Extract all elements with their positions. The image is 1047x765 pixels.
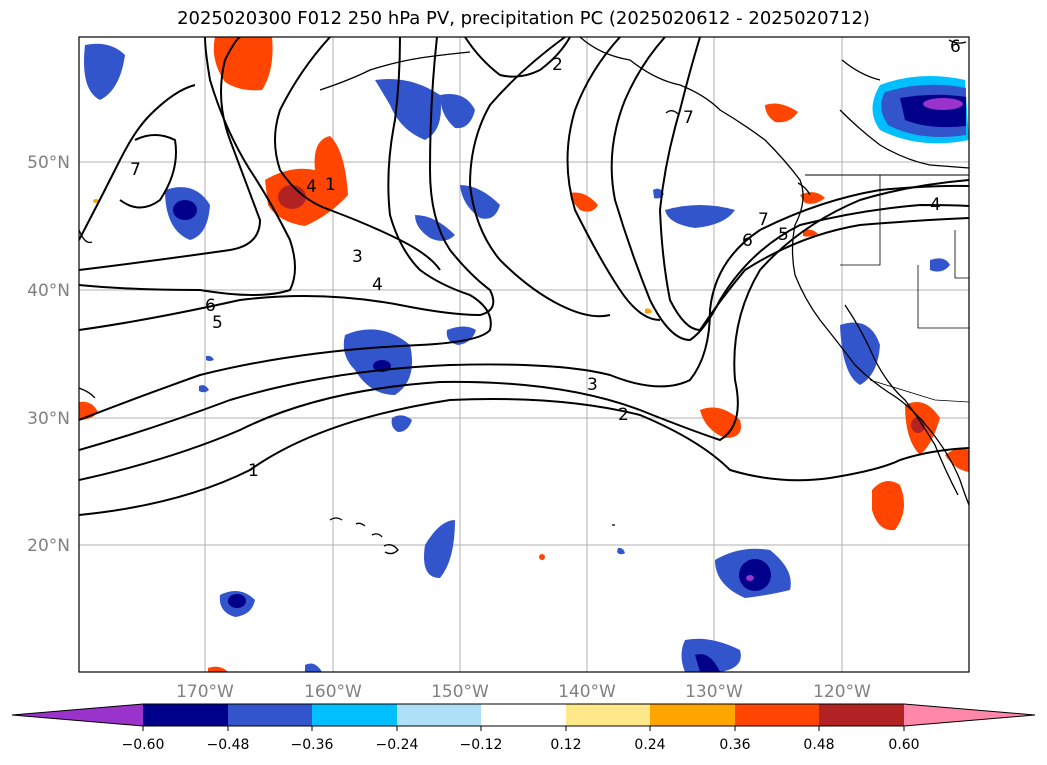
- contour-label: 6: [742, 231, 753, 251]
- colorbar-ticks: [142, 726, 905, 731]
- precip-blobs: [79, 37, 969, 672]
- contour-label: 2: [618, 405, 629, 425]
- contour-label: 4: [372, 275, 383, 295]
- contour-label: 7: [130, 160, 141, 180]
- colorbar-segment: [566, 704, 650, 726]
- lon-label: 120°W: [813, 682, 871, 702]
- map-frame: [78, 36, 970, 673]
- colorbar-segment: [228, 704, 312, 726]
- contour-label: 7: [683, 108, 694, 128]
- contour-label: 6: [205, 296, 216, 316]
- longitude-labels: 170°W 160°W 150°W 140°W 130°W 120°W: [176, 682, 871, 702]
- colorbar-segment: [650, 704, 735, 726]
- colorbar-tick-label: 0.60: [888, 737, 919, 753]
- precip-negative-areas: [84, 43, 969, 672]
- lon-label: 150°W: [431, 682, 489, 702]
- colorbar-tick-label: 0.48: [803, 737, 834, 753]
- lat-label: 30°N: [27, 409, 70, 429]
- lon-label: 130°W: [685, 682, 743, 702]
- precip-positive-areas: [79, 37, 969, 672]
- colorbar-segment: [819, 704, 904, 726]
- colorbar-segment: [735, 704, 819, 726]
- colorbar-tick-label: 0.12: [550, 737, 581, 753]
- pv-contours: [79, 37, 969, 516]
- colorbar-segment: [312, 704, 397, 726]
- gridlines: [79, 37, 969, 672]
- colorbar-tick-label: 0.24: [634, 737, 665, 753]
- colorbar-tick-label: −0.24: [376, 737, 419, 753]
- contour-label: 2: [552, 55, 563, 75]
- contour-label: 4: [930, 195, 941, 215]
- lat-label: 40°N: [27, 281, 70, 301]
- colorbar-tick-labels: −0.60 −0.48 −0.36 −0.24 −0.12 0.12 0.24 …: [122, 737, 920, 753]
- borders: [805, 174, 969, 403]
- colorbar-tick-label: −0.12: [460, 737, 503, 753]
- contour-label: 5: [778, 225, 789, 245]
- colorbar: −0.60 −0.48 −0.36 −0.24 −0.12 0.12 0.24 …: [11, 703, 1036, 753]
- colorbar-extend-positive: [904, 704, 1035, 726]
- pv-contour-labels: 1 2 3 4 5 6 7 1 2 3 4 4 5 6 7 7 6: [130, 37, 961, 481]
- coastlines: [79, 37, 969, 555]
- contour-label: 4: [306, 177, 317, 197]
- lat-label: 50°N: [27, 153, 70, 173]
- colorbar-tick-label: −0.60: [122, 737, 165, 753]
- lon-label: 160°W: [304, 682, 362, 702]
- contour-label: 3: [587, 375, 598, 395]
- latitude-labels: 50°N 40°N 30°N 20°N: [27, 153, 70, 556]
- colorbar-tick-label: −0.48: [207, 737, 250, 753]
- colorbar-tick-label: 0.36: [719, 737, 750, 753]
- contour-label: 5: [212, 313, 223, 333]
- map-area: [79, 37, 969, 672]
- map-title: 2025020300 F012 250 hPa PV, precipitatio…: [177, 8, 870, 29]
- lon-label: 140°W: [558, 682, 616, 702]
- lon-label: 170°W: [176, 682, 234, 702]
- colorbar-segment: [397, 704, 481, 726]
- contour-label: 3: [352, 247, 363, 267]
- contour-label: 1: [325, 175, 336, 195]
- colorbar-extend-negative: [12, 704, 143, 726]
- colorbar-segment: [143, 704, 228, 726]
- contour-label: 1: [248, 461, 259, 481]
- contour-label: 6: [950, 37, 961, 57]
- colorbar-segment: [481, 704, 566, 726]
- lat-label: 20°N: [27, 536, 70, 556]
- colorbar-tick-label: −0.36: [291, 737, 334, 753]
- contour-label: 7: [758, 210, 769, 230]
